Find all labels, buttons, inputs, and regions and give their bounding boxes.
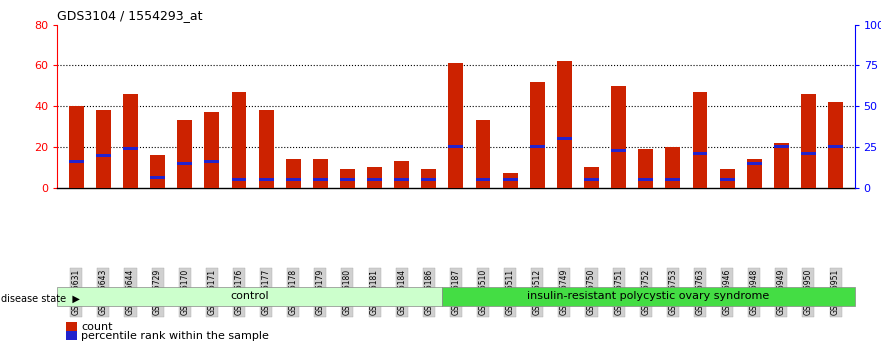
Bar <box>801 94 816 188</box>
Bar <box>232 92 247 188</box>
Bar <box>611 86 626 188</box>
Bar <box>340 178 355 181</box>
Bar <box>442 287 855 306</box>
Bar <box>259 178 273 181</box>
Bar <box>692 92 707 188</box>
Bar <box>801 152 816 155</box>
Bar <box>421 178 436 181</box>
Bar <box>177 120 192 188</box>
Bar <box>639 149 653 188</box>
Bar <box>150 155 165 188</box>
Text: GSM156752: GSM156752 <box>641 269 650 315</box>
Bar <box>557 137 572 140</box>
Bar <box>313 178 328 181</box>
Bar <box>584 178 599 181</box>
Text: GSM156750: GSM156750 <box>587 269 596 315</box>
Text: GSM156751: GSM156751 <box>614 269 623 315</box>
Text: GSM156180: GSM156180 <box>343 269 352 315</box>
Text: GSM156177: GSM156177 <box>262 269 270 315</box>
Text: GSM156186: GSM156186 <box>425 269 433 315</box>
Text: GSM156511: GSM156511 <box>506 269 515 315</box>
Bar <box>204 112 219 188</box>
Text: GSM156946: GSM156946 <box>722 269 731 315</box>
Bar <box>340 169 355 188</box>
Bar <box>313 159 328 188</box>
Bar <box>747 159 762 188</box>
Bar <box>204 160 219 163</box>
Bar <box>285 178 300 181</box>
Bar <box>774 145 788 148</box>
Bar <box>421 169 436 188</box>
Bar <box>639 178 653 181</box>
Bar <box>503 178 518 181</box>
Bar <box>394 178 409 181</box>
Bar <box>584 167 599 188</box>
Bar <box>448 63 463 188</box>
Bar <box>476 120 491 188</box>
Bar <box>665 147 680 188</box>
Bar <box>69 106 84 188</box>
Bar <box>747 162 762 165</box>
Bar <box>720 178 735 181</box>
Text: GSM156749: GSM156749 <box>560 269 569 315</box>
Bar <box>367 167 382 188</box>
Text: GSM155631: GSM155631 <box>71 269 81 315</box>
Bar <box>57 287 442 306</box>
Bar <box>692 152 707 155</box>
Bar <box>448 145 463 148</box>
Bar <box>367 178 382 181</box>
Bar <box>259 110 273 188</box>
Text: GSM156950: GSM156950 <box>804 269 813 315</box>
Text: GDS3104 / 1554293_at: GDS3104 / 1554293_at <box>57 9 203 22</box>
Bar <box>394 161 409 188</box>
Bar <box>177 162 192 165</box>
Bar <box>476 178 491 181</box>
Bar <box>828 145 843 148</box>
Text: GSM156763: GSM156763 <box>695 269 705 315</box>
Text: GSM156187: GSM156187 <box>451 269 461 315</box>
Text: GSM156951: GSM156951 <box>831 269 840 315</box>
Text: count: count <box>81 322 113 332</box>
Bar <box>96 110 111 188</box>
Text: disease state  ▶: disease state ▶ <box>1 294 80 304</box>
Bar <box>285 159 300 188</box>
Text: GSM155729: GSM155729 <box>153 269 162 315</box>
Text: GSM156178: GSM156178 <box>289 269 298 315</box>
Text: GSM156753: GSM156753 <box>669 269 677 315</box>
Text: GSM156170: GSM156170 <box>181 269 189 315</box>
Text: GSM156171: GSM156171 <box>207 269 217 315</box>
Text: GSM156512: GSM156512 <box>533 269 542 315</box>
Bar <box>529 82 544 188</box>
Text: GSM155643: GSM155643 <box>99 269 107 315</box>
Bar <box>232 178 247 181</box>
Text: percentile rank within the sample: percentile rank within the sample <box>81 331 269 341</box>
Text: control: control <box>231 291 269 302</box>
Bar <box>123 94 138 188</box>
Bar <box>720 169 735 188</box>
Bar <box>123 147 138 150</box>
Text: GSM156184: GSM156184 <box>397 269 406 315</box>
Bar <box>96 154 111 156</box>
Bar <box>150 176 165 179</box>
Bar <box>774 143 788 188</box>
Bar <box>529 145 544 148</box>
Text: GSM156949: GSM156949 <box>777 269 786 315</box>
Bar <box>69 160 84 163</box>
Text: insulin-resistant polycystic ovary syndrome: insulin-resistant polycystic ovary syndr… <box>527 291 769 302</box>
Text: GSM156510: GSM156510 <box>478 269 487 315</box>
Text: GSM155644: GSM155644 <box>126 269 135 315</box>
Bar <box>611 149 626 152</box>
Text: GSM156179: GSM156179 <box>315 269 325 315</box>
Bar <box>503 173 518 188</box>
Bar <box>557 62 572 188</box>
Bar <box>665 178 680 181</box>
Bar <box>828 102 843 188</box>
Text: GSM156181: GSM156181 <box>370 269 379 315</box>
Text: GSM156176: GSM156176 <box>234 269 243 315</box>
Text: GSM156948: GSM156948 <box>750 269 759 315</box>
